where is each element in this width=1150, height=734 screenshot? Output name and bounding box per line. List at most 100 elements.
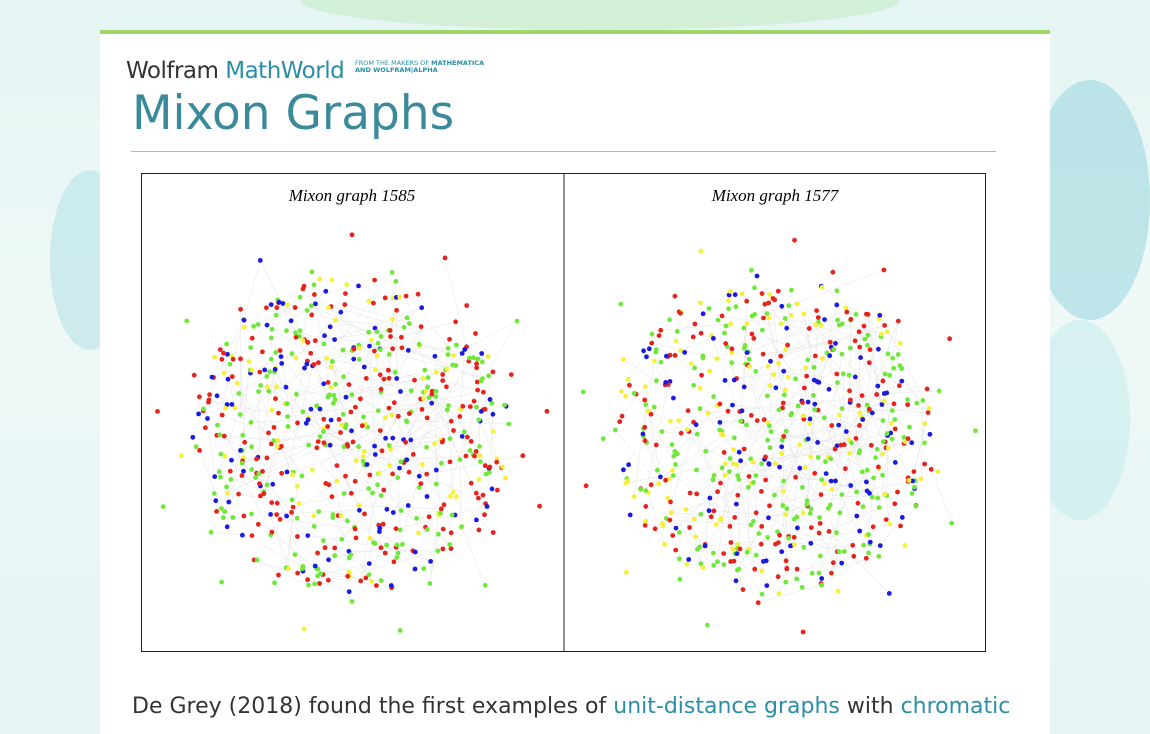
vertex xyxy=(500,465,505,470)
vertex xyxy=(226,500,231,505)
vertex xyxy=(258,258,263,263)
vertex xyxy=(305,308,310,313)
vertex xyxy=(284,385,289,390)
vertex xyxy=(751,480,756,485)
vertex xyxy=(776,361,781,366)
vertex xyxy=(766,315,771,320)
vertex xyxy=(446,403,451,408)
vertex xyxy=(477,528,482,533)
vertex xyxy=(212,491,217,496)
vertex xyxy=(742,346,747,351)
vertex xyxy=(349,410,354,415)
vertex xyxy=(783,580,788,585)
vertex xyxy=(323,289,328,294)
vertex xyxy=(752,285,757,290)
vertex xyxy=(670,442,675,447)
vertex xyxy=(404,294,409,299)
vertex xyxy=(323,481,328,486)
vertex xyxy=(329,364,334,369)
vertex xyxy=(795,302,800,307)
vertex xyxy=(331,512,336,517)
vertex xyxy=(714,356,719,361)
paragraph: De Grey (2018) found the first examples … xyxy=(132,694,1010,719)
vertex xyxy=(379,334,384,339)
vertex xyxy=(286,566,291,571)
vertex xyxy=(744,423,749,428)
vertex xyxy=(843,466,848,471)
vertex xyxy=(328,443,333,448)
vertex xyxy=(785,566,790,571)
vertex xyxy=(416,292,421,297)
vertex xyxy=(701,311,706,316)
vertex xyxy=(231,357,236,362)
vertex xyxy=(771,372,776,377)
vertex xyxy=(914,401,919,406)
vertex xyxy=(699,331,704,336)
vertex xyxy=(312,524,317,529)
link[interactable]: unit-distance graphs xyxy=(613,694,840,719)
vertex xyxy=(721,551,726,556)
vertex xyxy=(949,521,954,526)
vertex xyxy=(344,395,349,400)
logo[interactable]: Wolfram MathWorld FROM THE MAKERS OF MAT… xyxy=(126,58,484,84)
vertex xyxy=(896,352,901,357)
vertex xyxy=(868,347,873,352)
vertex xyxy=(520,453,525,458)
vertex xyxy=(205,416,210,421)
vertex xyxy=(219,506,224,511)
vertex xyxy=(308,351,313,356)
vertex xyxy=(312,292,317,297)
vertex xyxy=(381,488,386,493)
vertex xyxy=(338,430,343,435)
vertex xyxy=(364,376,369,381)
vertex xyxy=(840,406,845,411)
vertex xyxy=(394,279,399,284)
vertex xyxy=(313,338,318,343)
vertex xyxy=(347,570,352,575)
vertex xyxy=(249,512,254,517)
vertex xyxy=(273,367,278,372)
vertex xyxy=(274,305,279,310)
vertex xyxy=(357,357,362,362)
vertex xyxy=(882,323,887,328)
vertex xyxy=(698,386,703,391)
vertex xyxy=(750,459,755,464)
vertex xyxy=(848,451,853,456)
vertex xyxy=(779,444,784,449)
vertex xyxy=(768,445,773,450)
vertex xyxy=(469,439,474,444)
vertex xyxy=(329,418,334,423)
vertex xyxy=(396,414,401,419)
vertex xyxy=(871,476,876,481)
vertex xyxy=(323,545,328,550)
vertex xyxy=(414,516,419,521)
vertex xyxy=(353,479,358,484)
vertex xyxy=(219,580,224,585)
vertex xyxy=(378,347,383,352)
vertex xyxy=(432,441,437,446)
vertex xyxy=(632,391,637,396)
vertex xyxy=(421,376,426,381)
vertex xyxy=(730,346,735,351)
vertex xyxy=(772,493,777,498)
vertex xyxy=(343,426,348,431)
vertex xyxy=(248,345,253,350)
vertex xyxy=(395,475,400,480)
vertex xyxy=(372,278,377,283)
vertex xyxy=(476,496,481,501)
vertex xyxy=(907,425,912,430)
vertex xyxy=(701,353,706,358)
vertex xyxy=(422,368,427,373)
vertex xyxy=(445,408,450,413)
vertex xyxy=(383,551,388,556)
link[interactable]: chromatic xyxy=(901,694,1011,719)
vertex xyxy=(849,317,854,322)
vertex xyxy=(256,322,261,327)
vertex xyxy=(242,514,247,519)
vertex xyxy=(478,459,483,464)
vertex xyxy=(686,408,691,413)
vertex xyxy=(877,505,882,510)
vertex xyxy=(424,445,429,450)
vertex xyxy=(354,458,359,463)
vertex xyxy=(720,314,725,319)
